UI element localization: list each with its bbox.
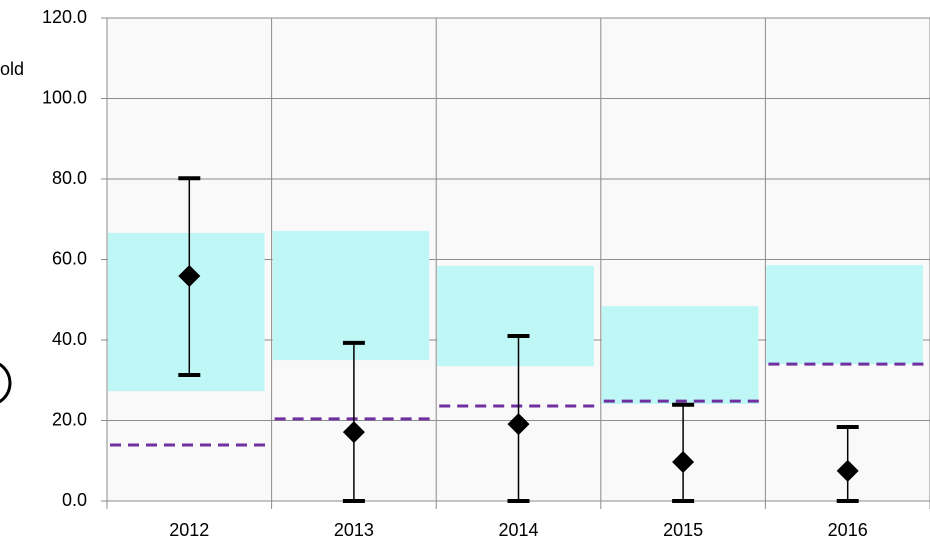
range-band — [272, 230, 430, 361]
y-tick-label: 60.0 — [52, 248, 87, 268]
marker — [178, 265, 201, 288]
range-band — [601, 306, 759, 404]
x-tick-label: 2014 — [498, 520, 538, 540]
x-tick-label: 2015 — [663, 520, 703, 540]
range-band — [108, 232, 265, 392]
y-tick-label: 20.0 — [52, 409, 87, 429]
y-tick-label: 100.0 — [42, 87, 87, 107]
marker — [342, 421, 365, 444]
marker — [507, 413, 530, 436]
range-band — [437, 265, 594, 367]
y-tick-label: 40.0 — [52, 329, 87, 349]
marker — [672, 450, 695, 473]
y-tick-label: 0.0 — [62, 490, 87, 510]
marker — [836, 459, 859, 482]
range-band — [766, 265, 923, 365]
y-tick-label: 80.0 — [52, 168, 87, 188]
x-tick-label: 2016 — [828, 520, 868, 540]
x-tick-label: 2013 — [334, 520, 374, 540]
y-tick-label: 120.0 — [42, 7, 87, 27]
x-tick-label: 2012 — [169, 520, 209, 540]
legend-fragment-circle — [0, 362, 12, 404]
annotation: old — [0, 59, 24, 79]
